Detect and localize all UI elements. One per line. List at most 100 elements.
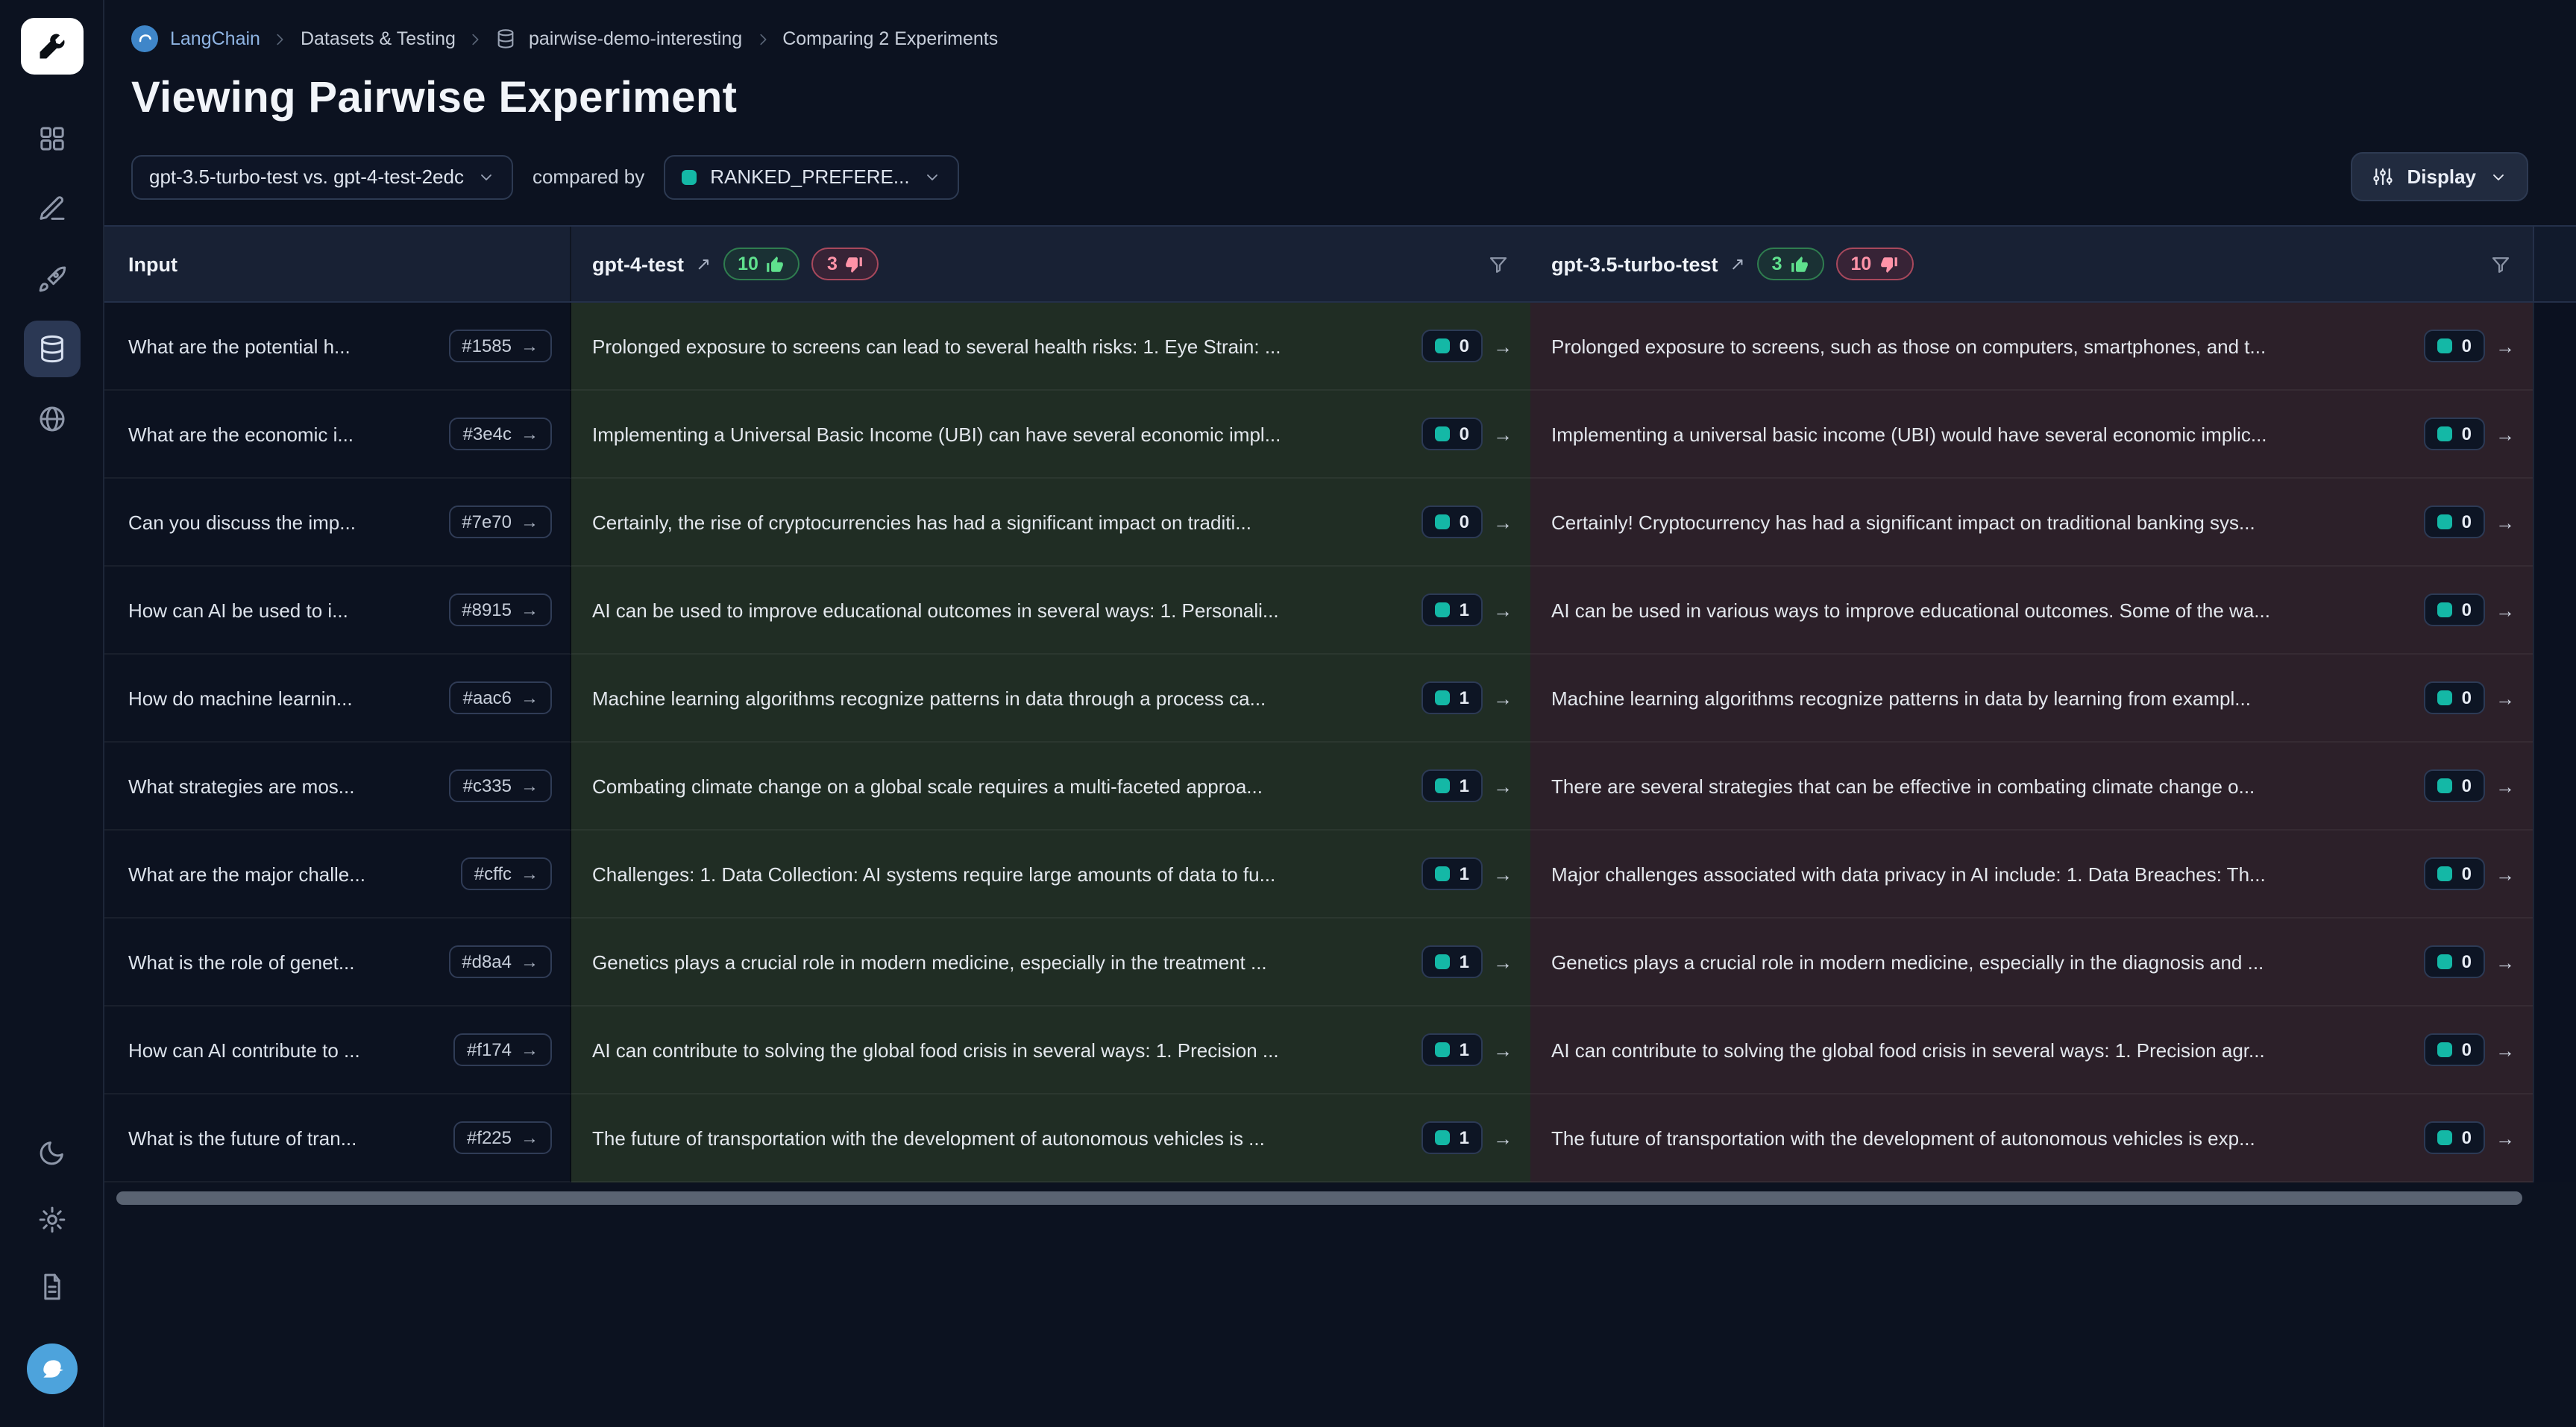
gpt-4-test-output-cell[interactable]: Prolonged exposure to screens can lead t… <box>571 303 1530 391</box>
filter-icon[interactable] <box>1487 253 1510 275</box>
gpt-4-test-output-cell[interactable]: AI can contribute to solving the global … <box>571 1007 1530 1094</box>
gpt-4-test-output-cell[interactable]: Challenges: 1. Data Collection: AI syste… <box>571 831 1530 919</box>
gpt-3-5-turbo-test-output-cell[interactable]: Certainly! Cryptocurrency has had a sign… <box>1530 479 2533 567</box>
gpt-3-5-turbo-test-output-cell[interactable]: AI can be used in various ways to improv… <box>1530 567 2533 655</box>
external-link-icon[interactable]: ↗ <box>1730 253 1745 274</box>
user-avatar[interactable] <box>26 1343 77 1394</box>
example-id-link[interactable]: #f174 → <box>453 1033 552 1066</box>
arrow-right-icon: → <box>1493 511 1512 533</box>
table-row[interactable]: How can AI contribute to ... #f174 → AI … <box>104 1007 2576 1094</box>
experiment-pair-select[interactable]: gpt-3.5-turbo-test vs. gpt-4-test-2edc <box>131 154 513 199</box>
example-id-link[interactable]: #f225 → <box>453 1121 552 1154</box>
preference-count[interactable]: 0 → <box>2424 1033 2515 1066</box>
example-id-link[interactable]: #8915 → <box>448 593 552 626</box>
gpt-3-5-turbo-test-output-cell[interactable]: There are several strategies that can be… <box>1530 743 2533 831</box>
preference-count[interactable]: 0 → <box>2424 857 2515 890</box>
preference-count[interactable]: 1 → <box>1421 681 1512 714</box>
org-avatar[interactable] <box>131 25 158 52</box>
gpt-4-test-output-cell[interactable]: Combating climate change on a global sca… <box>571 743 1530 831</box>
input-cell[interactable]: What are the economic i... #3e4c → <box>104 391 571 479</box>
table-row[interactable]: What are the potential h... #1585 → Prol… <box>104 303 2576 391</box>
docs-button[interactable] <box>23 1259 80 1315</box>
arrow-right-icon: → <box>521 423 538 444</box>
input-cell[interactable]: What are the potential h... #1585 → <box>104 303 571 391</box>
preference-count[interactable]: 0 → <box>2424 418 2515 450</box>
org-parrot-icon <box>139 34 151 42</box>
gpt-4-test-output-cell[interactable]: Implementing a Universal Basic Income (U… <box>571 391 1530 479</box>
preference-count[interactable]: 0 → <box>2424 769 2515 802</box>
gpt-3-5-turbo-test-output-cell[interactable]: AI can contribute to solving the global … <box>1530 1007 2533 1094</box>
sidebar-item-hub[interactable] <box>23 391 80 447</box>
preference-count[interactable]: 0 → <box>2424 505 2515 538</box>
thumbs-down-badge: 10 <box>1835 248 1914 280</box>
gpt-4-test-output-cell[interactable]: AI can be used to improve educational ou… <box>571 567 1530 655</box>
gpt-3-5-turbo-test-output-cell[interactable]: Prolonged exposure to screens, such as t… <box>1530 303 2533 391</box>
table-row[interactable]: How do machine learnin... #aac6 → Machin… <box>104 655 2576 743</box>
breadcrumb-dataset[interactable]: pairwise-demo-interesting <box>528 28 743 49</box>
gpt-4-test-output-cell[interactable]: Genetics plays a crucial role in modern … <box>571 919 1530 1007</box>
wrench-parrot-icon <box>39 34 64 59</box>
feedback-key-select[interactable]: RANKED_PREFERE... <box>664 154 959 199</box>
example-id-link[interactable]: #7e70 → <box>448 505 552 538</box>
preference-count[interactable]: 0 → <box>1421 330 1512 362</box>
gpt-3-5-turbo-test-output-cell[interactable]: Major challenges associated with data pr… <box>1530 831 2533 919</box>
table-row[interactable]: What are the economic i... #3e4c → Imple… <box>104 391 2576 479</box>
filter-icon[interactable] <box>2489 253 2512 275</box>
breadcrumb-org[interactable]: LangChain <box>170 28 260 49</box>
input-cell[interactable]: What are the major challe... #cffc → <box>104 831 571 919</box>
experiment-name[interactable]: gpt-4-test <box>592 253 684 275</box>
preference-count[interactable]: 1 → <box>1421 769 1512 802</box>
external-link-icon[interactable]: ↗ <box>696 253 711 274</box>
settings-button[interactable] <box>23 1191 80 1248</box>
example-id-link[interactable]: #cffc → <box>460 857 552 890</box>
example-id-link[interactable]: #d8a4 → <box>448 945 552 978</box>
sidebar-item-datasets[interactable] <box>23 321 80 377</box>
input-cell[interactable]: How can AI contribute to ... #f174 → <box>104 1007 571 1094</box>
input-cell[interactable]: What strategies are mos... #c335 → <box>104 743 571 831</box>
gpt-4-test-output-cell[interactable]: Machine learning algorithms recognize pa… <box>571 655 1530 743</box>
table-row[interactable]: What is the future of tran... #f225 → Th… <box>104 1094 2576 1182</box>
gpt-3-5-turbo-test-output-cell[interactable]: The future of transportation with the de… <box>1530 1094 2533 1182</box>
input-cell[interactable]: What is the role of genet... #d8a4 → <box>104 919 571 1007</box>
preference-count[interactable]: 1 → <box>1421 945 1512 978</box>
sidebar-item-annotations[interactable] <box>23 180 80 237</box>
input-cell[interactable]: How can AI be used to i... #8915 → <box>104 567 571 655</box>
preference-count[interactable]: 0 → <box>1421 418 1512 450</box>
input-cell[interactable]: Can you discuss the imp... #7e70 → <box>104 479 571 567</box>
gpt-3-5-turbo-test-output-cell[interactable]: Machine learning algorithms recognize pa… <box>1530 655 2533 743</box>
experiment-name[interactable]: gpt-3.5-turbo-test <box>1551 253 1718 275</box>
horizontal-scrollbar-thumb[interactable] <box>116 1191 2522 1205</box>
langsmith-logo[interactable] <box>20 18 83 75</box>
gpt-4-test-output-cell[interactable]: The future of transportation with the de… <box>571 1094 1530 1182</box>
rocket-icon <box>38 266 66 292</box>
preference-count[interactable]: 0 → <box>2424 945 2515 978</box>
sidebar-item-deployments[interactable] <box>23 251 80 307</box>
display-button[interactable]: Display <box>2350 152 2528 201</box>
table-row[interactable]: What is the role of genet... #d8a4 → Gen… <box>104 919 2576 1007</box>
example-id-link[interactable]: #aac6 → <box>449 681 552 714</box>
gpt-3-5-turbo-test-output-cell[interactable]: Implementing a universal basic income (U… <box>1530 391 2533 479</box>
preference-count[interactable]: 0 → <box>1421 505 1512 538</box>
preference-count[interactable]: 1 → <box>1421 1033 1512 1066</box>
example-id-link[interactable]: #3e4c → <box>449 418 552 450</box>
sidebar-item-home[interactable] <box>23 110 80 167</box>
table-row[interactable]: What are the major challe... #cffc → Cha… <box>104 831 2576 919</box>
gpt-4-test-output-cell[interactable]: Certainly, the rise of cryptocurrencies … <box>571 479 1530 567</box>
preference-count[interactable]: 1 → <box>1421 1121 1512 1154</box>
table-row[interactable]: How can AI be used to i... #8915 → AI ca… <box>104 567 2576 655</box>
breadcrumb-section[interactable]: Datasets & Testing <box>300 28 456 49</box>
table-row[interactable]: Can you discuss the imp... #7e70 → Certa… <box>104 479 2576 567</box>
preference-count[interactable]: 1 → <box>1421 857 1512 890</box>
preference-count[interactable]: 0 → <box>2424 593 2515 626</box>
table-row[interactable]: What strategies are mos... #c335 → Comba… <box>104 743 2576 831</box>
example-id-link[interactable]: #1585 → <box>448 330 552 362</box>
theme-toggle-button[interactable] <box>23 1124 80 1181</box>
input-cell[interactable]: What is the future of tran... #f225 → <box>104 1094 571 1182</box>
input-cell[interactable]: How do machine learnin... #aac6 → <box>104 655 571 743</box>
preference-count[interactable]: 0 → <box>2424 1121 2515 1154</box>
example-id-link[interactable]: #c335 → <box>449 769 552 802</box>
preference-count[interactable]: 0 → <box>2424 330 2515 362</box>
gpt-3-5-turbo-test-output-cell[interactable]: Genetics plays a crucial role in modern … <box>1530 919 2533 1007</box>
preference-count[interactable]: 0 → <box>2424 681 2515 714</box>
preference-count[interactable]: 1 → <box>1421 593 1512 626</box>
